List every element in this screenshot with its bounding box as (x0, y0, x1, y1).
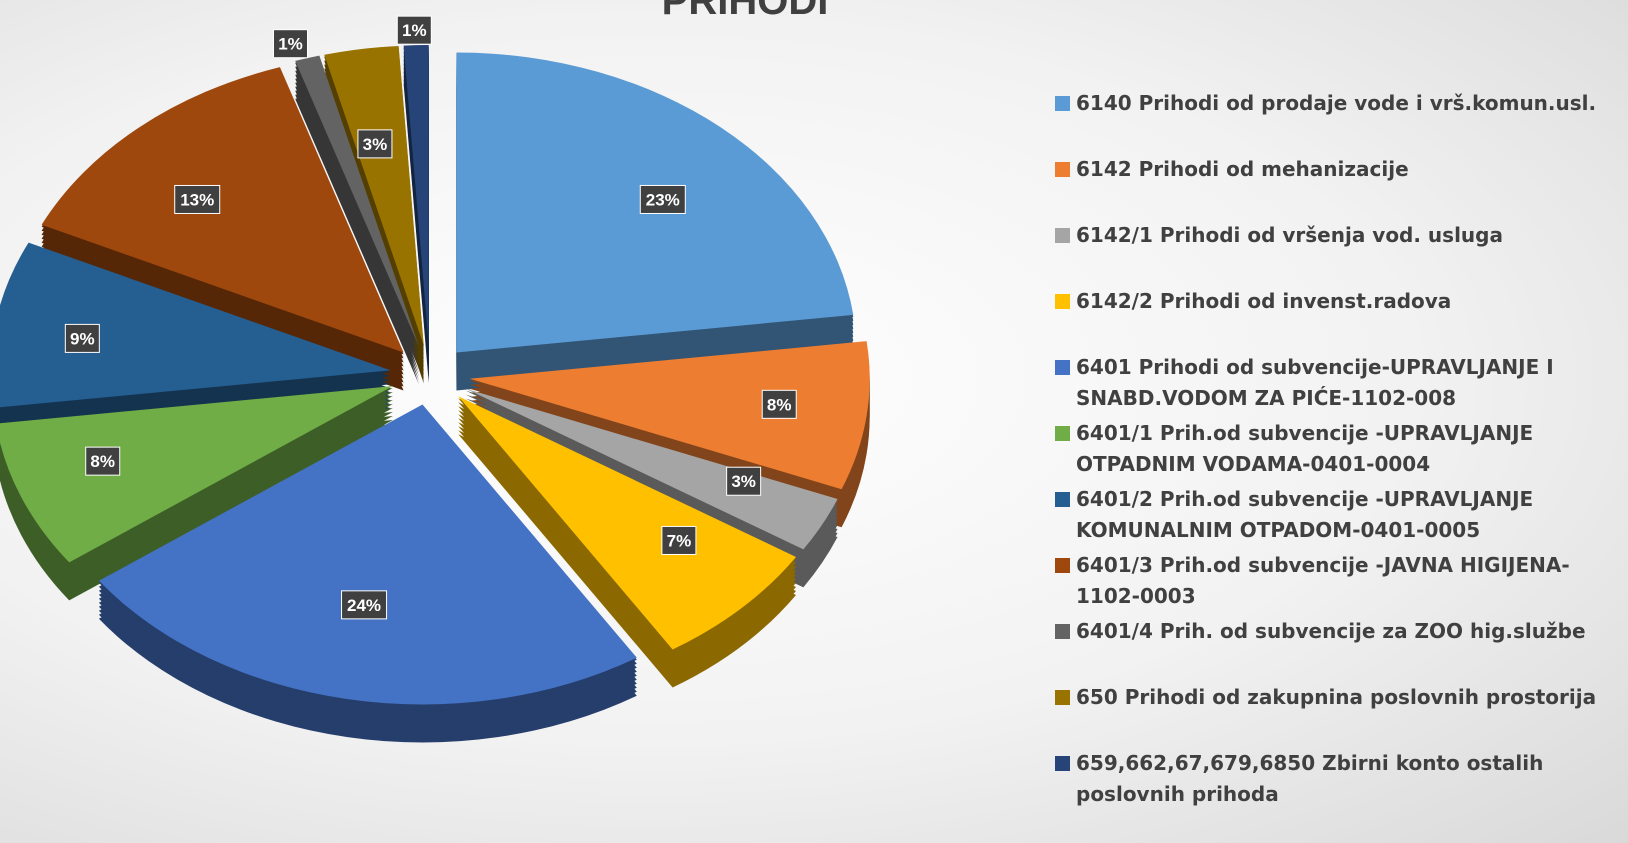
legend-swatch (1055, 756, 1070, 771)
legend-item: 6401/4 Prih. od subvencije za ZOO hig.sl… (1055, 616, 1625, 682)
slice (324, 45, 424, 346)
slice (0, 242, 391, 408)
legend-swatch (1055, 624, 1070, 639)
legend-label: 6401 Prihodi od subvencije-UPRAVLJANJE I… (1076, 355, 1554, 410)
slice (465, 388, 838, 550)
slice-side (295, 69, 419, 361)
data-label: 9% (70, 329, 95, 348)
data-label: 1% (278, 35, 303, 54)
legend-item: 6140 Prihodi od prodaje vode i vrš.komun… (1055, 88, 1625, 154)
data-label: 1% (402, 21, 427, 40)
slice-side (295, 89, 419, 381)
legend-label: 659,662,67,679,6850 Zbirni konto ostalih… (1076, 751, 1544, 806)
legend-item: 6401/1 Prih.od subvencije -UPRAVLJANJE O… (1055, 418, 1625, 484)
legend-item: 6142 Prihodi od mehanizacije (1055, 154, 1625, 220)
legend-swatch (1055, 228, 1070, 243)
legend-label: 6140 Prihodi od prodaje vode i vrš.komun… (1076, 91, 1597, 115)
slice (469, 341, 870, 490)
legend-label: 6401/1 Prih.od subvencije -UPRAVLJANJE O… (1076, 421, 1534, 476)
data-label-box (85, 446, 121, 476)
slice-side (295, 85, 419, 377)
slice (295, 55, 419, 347)
data-label-box (64, 323, 100, 353)
legend-label: 6142/1 Prihodi od vršenja vod. usluga (1076, 223, 1503, 247)
legend-label: 6142/2 Prihodi od invenst.radova (1076, 289, 1452, 313)
slice (98, 404, 637, 705)
slice (458, 396, 797, 650)
legend-item: 6142/2 Prihodi od invenst.radova (1055, 286, 1625, 352)
slice (41, 67, 404, 353)
legend-item: 6142/1 Prihodi od vršenja vod. usluga (1055, 220, 1625, 286)
chart-title: PRIHODI (662, 0, 829, 23)
legend-label: 6401/2 Prih.od subvencije -UPRAVLJANJE K… (1076, 487, 1534, 542)
legend-label: 6401/3 Prih.od subvencije -JAVNA HIGIJEN… (1076, 553, 1570, 608)
legend-label: 6401/4 Prih. od subvencije za ZOO hig.sl… (1076, 619, 1586, 643)
data-label-box (396, 15, 432, 45)
legend-swatch (1055, 294, 1070, 309)
slice-side (295, 65, 419, 357)
data-label-box (761, 389, 797, 419)
data-label: 13% (180, 190, 214, 209)
legend-swatch (1055, 558, 1070, 573)
data-label-box (174, 184, 221, 214)
legend-swatch (1055, 360, 1070, 375)
data-label: 3% (363, 135, 388, 154)
data-label-box (726, 466, 762, 496)
legend-swatch (1055, 96, 1070, 111)
data-label-box (341, 590, 388, 620)
slice-side (295, 61, 419, 353)
legend-item: 659,662,67,679,6850 Zbirni konto ostalih… (1055, 748, 1625, 814)
legend-swatch (1055, 690, 1070, 705)
legend-item: 6401/2 Prih.od subvencije -UPRAVLJANJE K… (1055, 484, 1625, 550)
data-label: 3% (731, 472, 756, 491)
legend-item: 650 Prihodi od zakupnina poslovnih prost… (1055, 682, 1625, 748)
data-label-box (357, 129, 393, 159)
data-label: 7% (667, 531, 692, 550)
legend-swatch (1055, 162, 1070, 177)
slice (403, 45, 429, 346)
data-label: 23% (646, 190, 680, 209)
slice-side (295, 93, 419, 385)
data-label: 24% (347, 596, 381, 615)
legend-label: 6142 Prihodi od mehanizacije (1076, 157, 1409, 181)
legend-label: 650 Prihodi od zakupnina poslovnih prost… (1076, 685, 1597, 709)
data-label-box (639, 184, 686, 214)
slice-side (295, 73, 419, 365)
legend-item: 6401/3 Prih.od subvencije -JAVNA HIGIJEN… (1055, 550, 1625, 616)
slice-side (295, 81, 419, 373)
data-label: 8% (767, 395, 792, 414)
data-label-box (273, 29, 309, 59)
data-label-box (661, 525, 697, 555)
legend: 6140 Prihodi od prodaje vode i vrš.komun… (1055, 88, 1625, 814)
legend-swatch (1055, 492, 1070, 507)
slice-side (295, 77, 419, 369)
slice (0, 386, 393, 563)
data-label: 8% (90, 452, 115, 471)
legend-swatch (1055, 426, 1070, 441)
legend-item: 6401 Prihodi od subvencije-UPRAVLJANJE I… (1055, 352, 1625, 418)
